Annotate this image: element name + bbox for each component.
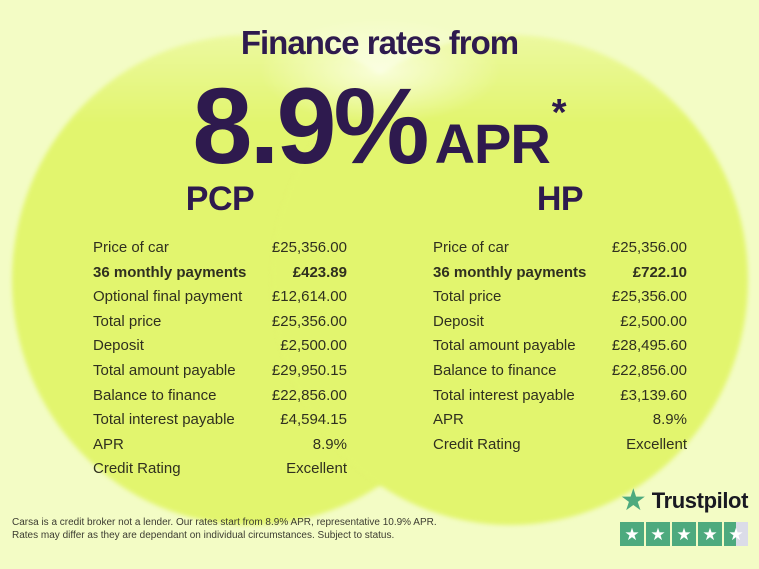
table-row: Balance to finance £22,856.00 (433, 359, 687, 384)
table-row: APR 8.9% (433, 408, 687, 433)
row-value: £25,356.00 (271, 239, 347, 256)
rating-star-box: ★ (724, 522, 748, 546)
row-value: £12,614.00 (271, 288, 347, 306)
star-icon: ★ (676, 524, 692, 544)
table-row: Total interest payable £3,139.60 (433, 384, 687, 409)
star-icon: ★ (728, 524, 744, 544)
row-value: £2,500.00 (280, 337, 347, 355)
table-row: 36 monthly payments £722.10 (433, 261, 687, 286)
row-value: £22,856.00 (271, 386, 347, 404)
hp-title: HP (536, 180, 584, 218)
row-value: 8.9% (312, 435, 347, 453)
row-label: Credit Rating (93, 460, 181, 478)
table-row: Deposit £2,500.00 (433, 310, 687, 335)
row-value: £28,495.60 (611, 337, 687, 355)
rating-star-box: ★ (698, 522, 722, 546)
table-row: Total amount payable £28,495.60 (433, 334, 687, 359)
table-row: Price of car £25,356.00 (93, 236, 347, 261)
row-label: Total price (93, 312, 162, 330)
table-row: Total price £25,356.00 (93, 310, 347, 335)
row-label: Balance to finance (93, 386, 217, 404)
row-label: Total interest payable (433, 386, 575, 404)
row-value: £25,356.00 (271, 312, 347, 330)
row-label: APR (93, 435, 124, 453)
table-row: Total price £25,356.00 (433, 285, 687, 310)
row-value: 8.9% (652, 411, 687, 429)
pcp-title: PCP (185, 180, 255, 218)
row-value: £2,500.00 (620, 312, 687, 330)
table-row: 36 monthly payments £423.89 (93, 261, 347, 286)
rate-line: 8.9% APR * (0, 72, 759, 180)
star-icon: ★ (702, 524, 718, 544)
rating-star-box: ★ (620, 522, 644, 546)
trustpilot-widget[interactable]: ★ Trustpilot ★ ★ ★ ★ ★ (620, 486, 748, 546)
table-row: Optional final payment £12,614.00 (93, 285, 347, 310)
table-row: Credit Rating Excellent (433, 433, 687, 458)
table-row: Total interest payable £4,594.15 (93, 408, 347, 433)
table-row: Deposit £2,500.00 (93, 334, 347, 359)
rate-value: 8.9% (192, 65, 429, 186)
row-label: Price of car (433, 239, 509, 256)
row-value: Excellent (286, 460, 347, 478)
trustpilot-star-icon: ★ (619, 484, 647, 517)
disclaimer-line-1: Carsa is a credit broker not a lender. O… (12, 517, 437, 528)
row-label: Total amount payable (433, 337, 576, 355)
pcp-table: PCP Price of car £25,356.00 36 monthly pay… (93, 180, 347, 482)
row-label: Deposit (433, 312, 484, 330)
table-row: APR 8.9% (93, 433, 347, 458)
banner-title: Finance rates from (240, 24, 519, 61)
pcp-rows: Price of car £25,356.00 36 monthly payment… (93, 236, 347, 482)
row-value: £25,356.00 (611, 288, 687, 306)
table-row: Price of car £25,356.00 (433, 236, 687, 261)
row-label: 36 monthly payments (433, 263, 587, 281)
table-row: Balance to finance £22,856.00 (93, 384, 347, 409)
row-value: £22,856.00 (611, 361, 687, 379)
row-label: Price of car (93, 239, 169, 256)
rating-star-box: ★ (672, 522, 696, 546)
row-label: Optional final payment (93, 288, 243, 306)
header: Finance rates from 8.9% APR * (0, 0, 759, 180)
row-label: 36 monthly payments (93, 263, 247, 281)
row-value: £423.89 (292, 263, 347, 281)
row-label: Total amount payable (93, 361, 236, 379)
row-label: Total price (433, 288, 502, 306)
table-row: Total amount payable £29,950.15 (93, 359, 347, 384)
row-label: Deposit (93, 337, 144, 355)
row-label: Credit Rating (433, 435, 521, 453)
rate-unit: APR (434, 112, 551, 175)
top-glow (255, 16, 505, 126)
row-value: £29,950.15 (271, 361, 347, 379)
row-value: £4,594.15 (280, 411, 347, 429)
hp-table: HP Price of car £25,356.00 36 monthly paym… (433, 180, 687, 457)
hp-rows: Price of car £25,356.00 36 monthly payment… (433, 236, 687, 457)
row-label: Balance to finance (433, 361, 557, 379)
row-value: £3,139.60 (620, 386, 687, 404)
row-value: Excellent (626, 435, 687, 453)
row-value: £25,356.00 (611, 239, 687, 256)
rate-asterisk: * (551, 92, 567, 134)
disclaimer-line-2: Rates may differ as they are dependant o… (12, 529, 395, 541)
table-row: Credit Rating Excellent (93, 457, 347, 482)
disclaimer: Carsa is a credit broker not a lender. O… (12, 517, 442, 542)
star-icon: ★ (650, 524, 666, 544)
row-value: £722.10 (632, 263, 687, 281)
trustpilot-rating-stars: ★ ★ ★ ★ ★ (620, 522, 748, 546)
trustpilot-brand: Trustpilot (651, 488, 749, 513)
star-icon: ★ (624, 524, 640, 544)
row-label: Total interest payable (93, 411, 235, 429)
rating-star-box: ★ (646, 522, 670, 546)
trustpilot-logo: ★ Trustpilot (619, 484, 749, 517)
row-label: APR (433, 411, 464, 429)
